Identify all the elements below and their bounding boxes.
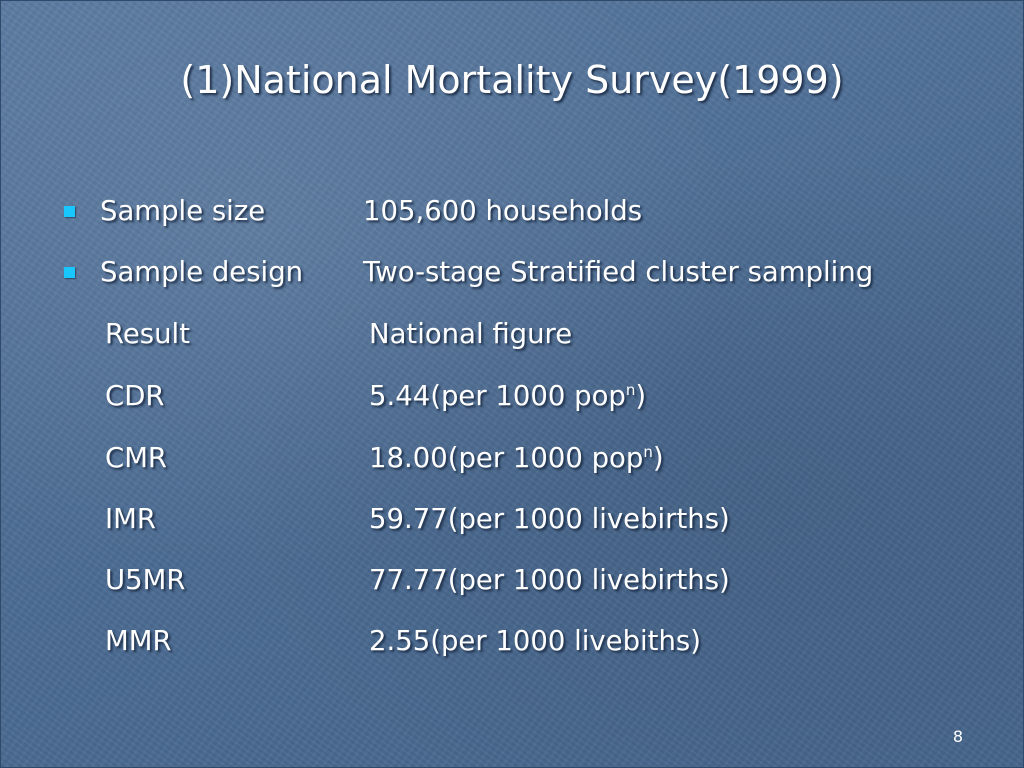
bullet-label: Sample design xyxy=(100,256,304,288)
row-value: 59.77(per 1000 livebirths) xyxy=(369,503,730,535)
value-suffix: ) xyxy=(635,380,647,412)
row-label: CMR xyxy=(105,442,168,474)
slide-number: 8 xyxy=(952,727,964,746)
row-value: 77.77(per 1000 livebirths) xyxy=(369,564,730,596)
bullet-label: Sample size xyxy=(100,195,266,227)
value-suffix: ) xyxy=(652,442,664,474)
row-label: IMR xyxy=(105,503,156,535)
row-value: 18.00(per 1000 popn) xyxy=(369,438,664,478)
value-text: 18.00(per 1000 pop xyxy=(369,442,644,474)
row-value: National figure xyxy=(369,318,573,350)
value-text: 5.44(per 1000 pop xyxy=(369,380,626,412)
row-label: Result xyxy=(105,318,190,350)
bullet-value: 105,600 households xyxy=(363,195,643,227)
row-value: 2.55(per 1000 livebiths) xyxy=(369,625,701,657)
bullet-value: Two-stage Stratified cluster sampling xyxy=(363,256,874,288)
row-label: MMR xyxy=(105,625,172,657)
superscript: n xyxy=(625,381,636,399)
row-value: 5.44(per 1000 popn) xyxy=(369,376,646,416)
square-bullet-icon xyxy=(64,206,75,217)
superscript: n xyxy=(643,443,653,461)
row-label: U5MR xyxy=(105,564,186,596)
row-label: CDR xyxy=(105,380,165,412)
square-bullet-icon xyxy=(64,267,75,278)
slide-title: (1)National Mortality Survey(1999) xyxy=(180,58,844,102)
